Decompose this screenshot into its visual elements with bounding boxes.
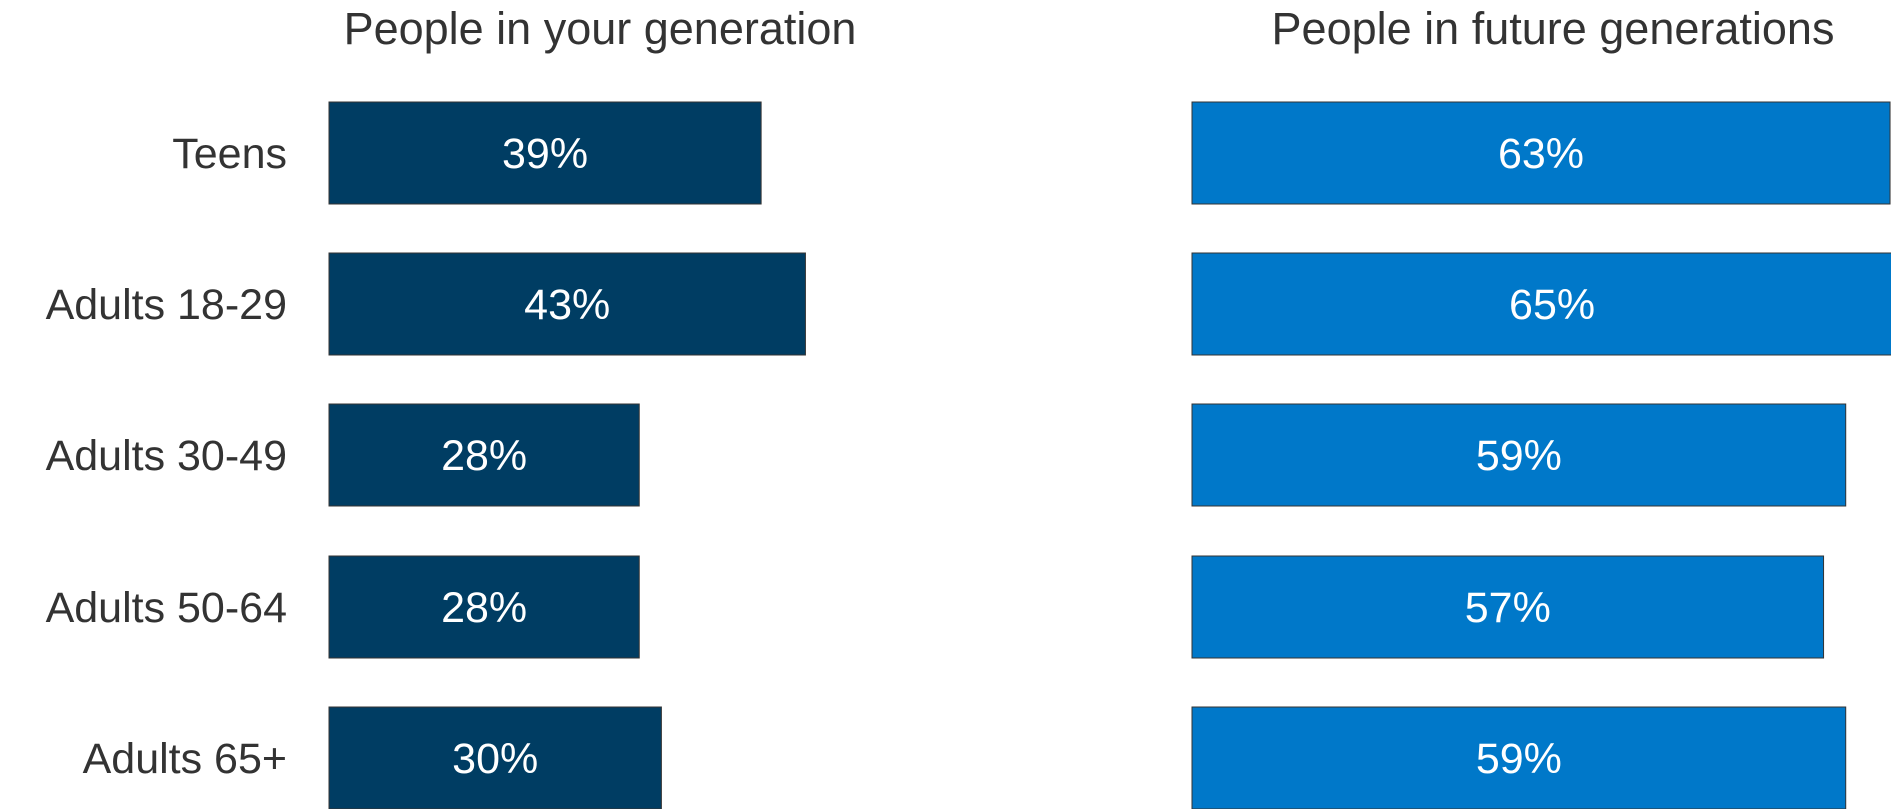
bar-people-in-your-generation-adults-50-64 [328,555,640,659]
category-label-adults-50-64: Adults 50-64 [46,584,287,632]
bar-label-people-in-future-generations-teens: 63% [1498,130,1584,178]
bar-label-people-in-your-generation-adults-18-29: 43% [524,281,610,329]
panel-title-people-in-your-generation: People in your generation [344,3,857,54]
panel-titles: People in your generation People in futur… [344,3,1835,54]
panel-people-in-your-generation: 39% 43% 28% 28% 30% [328,101,806,809]
bar-people-in-future-generations-teens [1191,101,1891,205]
category-labels: Teens Adults 18-29 Adults 30-49 Adults 50-6… [46,130,287,783]
bar-label-people-in-future-generations-adults-50-64: 57% [1465,584,1551,632]
bar-people-in-your-generation-adults-30-49 [328,403,640,507]
panel-title-people-in-future-generations: People in future generations [1272,3,1835,54]
bar-label-people-in-future-generations-adults-18-29: 65% [1509,281,1595,329]
bar-label-people-in-future-generations-adults-65: 59% [1476,735,1562,783]
bar-label-people-in-your-generation-teens: 39% [502,130,588,178]
bar-label-people-in-your-generation-adults-50-64: 28% [441,584,527,632]
bar-label-people-in-future-generations-adults-30-49: 59% [1476,432,1562,480]
bar-people-in-your-generation-adults-65 [328,706,662,809]
bar-people-in-future-generations-adults-18-29 [1191,252,1891,356]
category-label-adults-65: Adults 65+ [83,735,287,783]
category-label-adults-30-49: Adults 30-49 [46,432,287,480]
category-label-adults-18-29: Adults 18-29 [46,281,287,329]
bar-panels: 39% 43% 28% 28% 30% 63% 65% 59% 57% 59% [328,101,1891,809]
category-label-teens: Teens [172,130,287,178]
bar-people-in-future-generations-adults-50-64 [1191,555,1825,659]
panel-people-in-future-generations: 63% 65% 59% 57% 59% [1191,101,1891,809]
bar-label-people-in-your-generation-adults-30-49: 28% [441,432,527,480]
bar-people-in-your-generation-adults-18-29 [328,252,806,356]
bar-people-in-your-generation-teens [328,101,762,205]
bar-people-in-future-generations-adults-30-49 [1191,403,1847,507]
bar-label-people-in-your-generation-adults-65: 30% [452,735,538,783]
bar-people-in-future-generations-adults-65 [1191,706,1847,809]
